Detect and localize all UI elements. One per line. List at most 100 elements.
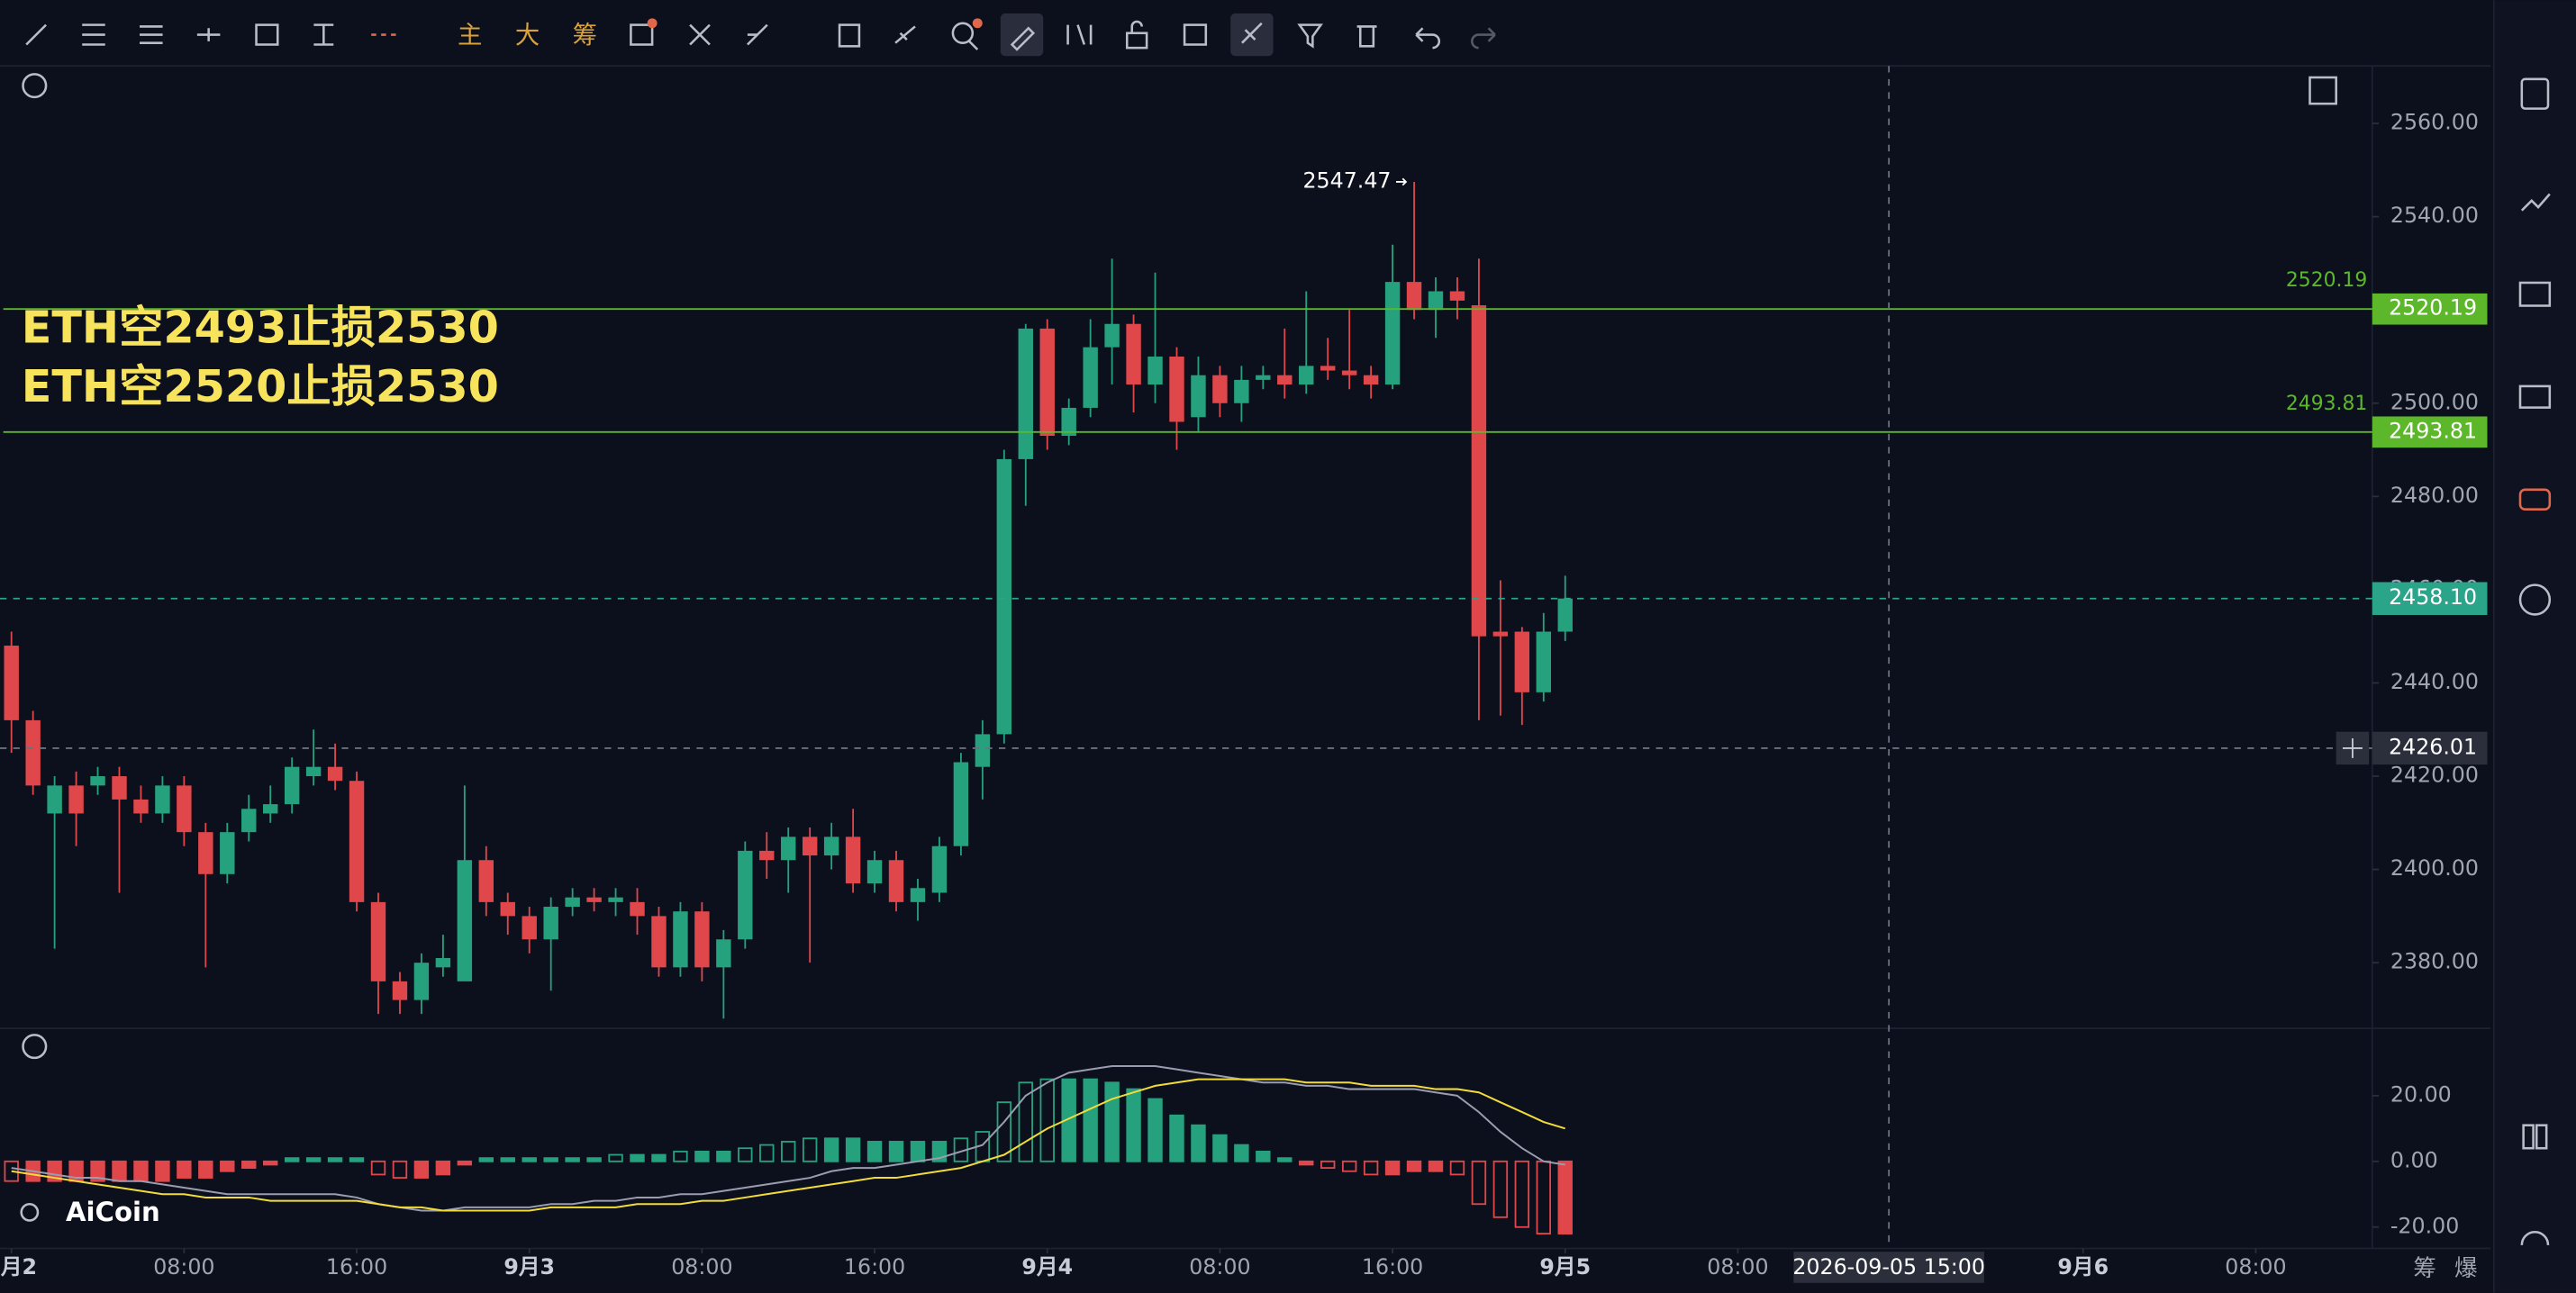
candle-body bbox=[630, 901, 645, 917]
histogram-bar bbox=[543, 1157, 558, 1162]
histogram-bar bbox=[738, 1147, 753, 1162]
candle-body bbox=[198, 832, 213, 874]
plot: 2380.002400.002420.002440.002460.002480.… bbox=[0, 66, 2488, 1283]
histogram-bar bbox=[133, 1160, 149, 1182]
histogram-bar bbox=[435, 1160, 451, 1176]
candle-body bbox=[1536, 631, 1552, 692]
sidebar-icons[interactable] bbox=[2518, 77, 2552, 1245]
x-tick-label: 9月6 bbox=[2057, 1254, 2109, 1279]
candle-body bbox=[565, 897, 580, 908]
candle-body bbox=[866, 860, 883, 884]
y-tick-label: 2560.00 bbox=[2390, 110, 2479, 135]
histogram-bar bbox=[716, 1150, 731, 1162]
candle-body bbox=[1126, 323, 1141, 385]
histogram-bar bbox=[155, 1160, 170, 1182]
y-tick-label: 0.00 bbox=[2390, 1147, 2438, 1172]
sidebar: 筹 爆 bbox=[2413, 0, 2576, 1293]
histogram-bar bbox=[823, 1137, 839, 1162]
candle-body bbox=[1234, 379, 1249, 403]
histogram-bar bbox=[759, 1144, 775, 1162]
candle-body bbox=[996, 458, 1012, 735]
footer-label[interactable]: 筹 bbox=[2413, 1255, 2436, 1282]
candle-body bbox=[1212, 375, 1228, 403]
footer-label[interactable]: 爆 bbox=[2454, 1255, 2478, 1282]
histogram-bar bbox=[112, 1160, 127, 1182]
histogram-bar bbox=[1039, 1078, 1055, 1162]
candle-body bbox=[1147, 356, 1163, 385]
candle-body bbox=[413, 963, 430, 1000]
high-arrow bbox=[1395, 177, 1408, 186]
candle-body bbox=[953, 762, 969, 846]
logo-mark bbox=[20, 1202, 40, 1222]
candle-body bbox=[608, 897, 623, 902]
histogram-bar bbox=[1428, 1160, 1444, 1172]
annotation: ETH空2493止损2530 bbox=[22, 301, 499, 353]
histogram-bar bbox=[370, 1160, 386, 1176]
histogram-bar bbox=[284, 1157, 300, 1162]
tool-label[interactable]: 主 bbox=[458, 22, 482, 50]
candle-body bbox=[4, 646, 19, 720]
histogram-bar bbox=[413, 1160, 430, 1179]
histogram-bar bbox=[781, 1141, 796, 1162]
histogram-bar bbox=[1212, 1134, 1228, 1162]
histogram-bar bbox=[1471, 1160, 1487, 1206]
histogram-bar bbox=[327, 1157, 343, 1162]
histogram-bar bbox=[1061, 1078, 1076, 1162]
y-tick-label: 2540.00 bbox=[2390, 203, 2479, 228]
logo-text: AiCoin bbox=[66, 1197, 160, 1227]
candle-body bbox=[1277, 375, 1293, 385]
badge bbox=[647, 18, 658, 29]
histogram-bar bbox=[608, 1153, 623, 1162]
candle-body bbox=[1104, 323, 1120, 348]
candle-body bbox=[47, 785, 62, 814]
candle-body bbox=[1256, 375, 1271, 380]
histogram-bar bbox=[478, 1157, 494, 1162]
tool-label[interactable]: 大 bbox=[515, 22, 540, 50]
h-line-label: 2520.19 bbox=[2286, 269, 2367, 292]
histogram-bar bbox=[500, 1157, 515, 1162]
candle-body bbox=[1320, 366, 1336, 371]
x-tick-label: 08:00 bbox=[671, 1254, 732, 1279]
candle-body bbox=[112, 776, 127, 800]
candle-body bbox=[478, 860, 494, 902]
candle-body bbox=[1492, 631, 1509, 637]
x-tick-label: 16:00 bbox=[326, 1254, 387, 1279]
histogram-bar bbox=[694, 1150, 710, 1162]
indicator-line bbox=[11, 1065, 1565, 1212]
histogram-bar bbox=[1363, 1160, 1379, 1176]
histogram-bar bbox=[651, 1153, 667, 1162]
candle-body bbox=[543, 907, 558, 940]
histogram-bar bbox=[1341, 1160, 1357, 1172]
collapse-button[interactable] bbox=[22, 1034, 48, 1060]
x-tick-label: 08:00 bbox=[1189, 1254, 1250, 1279]
expand-button[interactable] bbox=[2308, 76, 2337, 105]
candle-body bbox=[522, 916, 537, 940]
candle-body bbox=[586, 897, 602, 902]
histogram-bar bbox=[866, 1141, 883, 1162]
histogram-bar bbox=[1277, 1157, 1293, 1162]
tool-label[interactable]: 筹 bbox=[573, 22, 597, 50]
histogram-bar bbox=[910, 1141, 926, 1162]
collapse-button[interactable] bbox=[22, 73, 48, 99]
y-tick-label: 2380.00 bbox=[2390, 949, 2479, 974]
candle-body bbox=[651, 916, 667, 968]
candle-body bbox=[1299, 366, 1314, 385]
candle-body bbox=[694, 911, 710, 968]
histogram-bar bbox=[1320, 1160, 1336, 1170]
candle-body bbox=[1557, 598, 1573, 632]
tool-icons[interactable] bbox=[25, 13, 1496, 57]
y-tick-label: 2420.00 bbox=[2390, 763, 2479, 788]
candle-body bbox=[262, 804, 278, 814]
histogram-bar bbox=[1191, 1124, 1206, 1162]
candle-body bbox=[1471, 305, 1487, 637]
candle-body bbox=[1083, 347, 1098, 408]
histogram-bar bbox=[565, 1157, 580, 1162]
y-tick-label: 2500.00 bbox=[2390, 389, 2479, 414]
candle-body bbox=[845, 836, 861, 884]
histogram-bar bbox=[220, 1160, 235, 1172]
candle-body bbox=[220, 832, 235, 874]
histogram-bar bbox=[241, 1160, 257, 1170]
